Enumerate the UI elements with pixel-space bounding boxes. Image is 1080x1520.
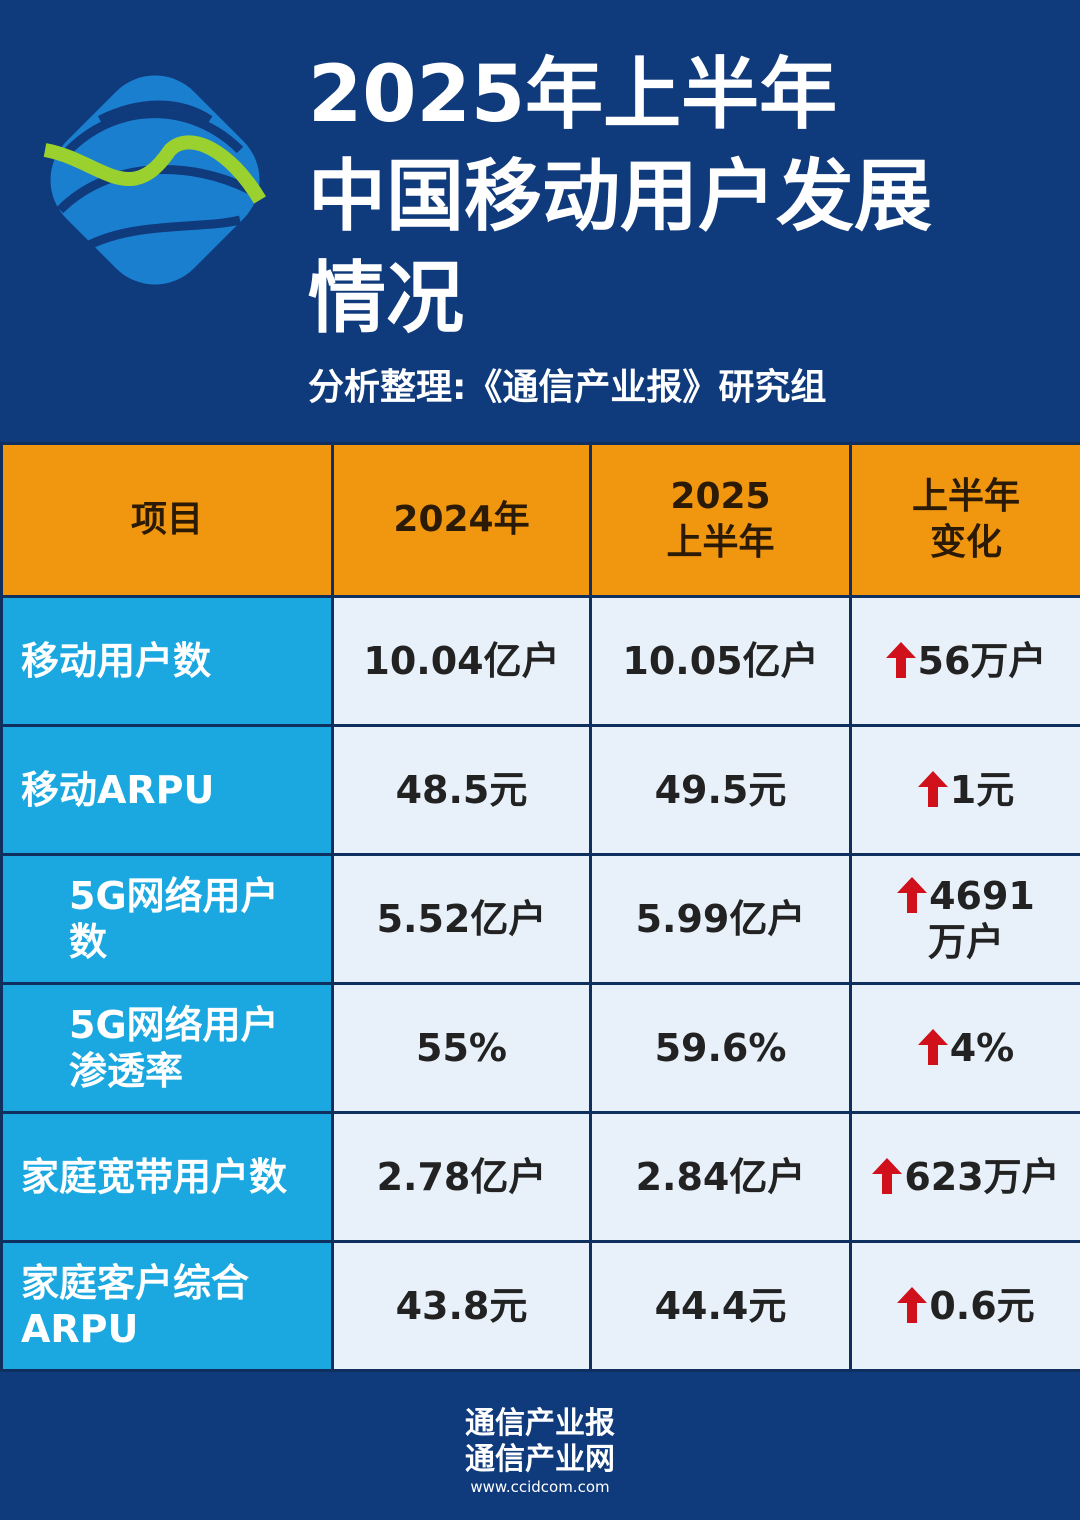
header: 2025年上半年 中国移动用户发展 情况 分析整理:《通信产业报》研究组 [0, 0, 1080, 442]
footer: 通信产业报 通信产业网 www.ccidcom.com [0, 1392, 1080, 1520]
footer-line: 通信产业报 [465, 1406, 615, 1441]
cell: 5.52亿户 [331, 853, 592, 985]
cell: 56万户 [849, 595, 1080, 727]
row-label: 移动ARPU [0, 724, 334, 856]
row-label: 家庭宽带用户数 [0, 1111, 334, 1243]
cell-text: 家庭客户综合ARPU [21, 1261, 250, 1351]
cell: 623万户 [849, 1111, 1080, 1243]
cell-text: 5.99亿户 [635, 897, 806, 941]
table-row: 家庭客户综合ARPU 43.8元 44.4元 0.6元 [0, 1240, 1080, 1372]
cell-text: 10.04亿户 [363, 639, 560, 683]
cell: 1元 [849, 724, 1080, 856]
cell-text: 4% [949, 1026, 1015, 1070]
cell-text: 623万户 [904, 1155, 1060, 1199]
cell-text: 5G网络用户渗透率 [69, 1003, 279, 1093]
cell-text: 4691 万户 [927, 874, 1035, 964]
cell: 43.8元 [331, 1240, 592, 1372]
up-arrow [872, 1158, 903, 1194]
column-header: 上半年 变化 [849, 442, 1080, 598]
footer-line: 通信产业网 [465, 1442, 615, 1477]
column-header: 项目 [0, 442, 334, 598]
cell: 5.99亿户 [589, 853, 852, 985]
cell-text: 移动用户数 [21, 639, 212, 683]
table-row: 移动ARPU 48.5元 49.5元 1元 [0, 724, 1080, 856]
data-table: 项目 2024年 2025 上半年 上半年 变化 移动用户数 10.04亿户 10.05亿… [0, 442, 1080, 1372]
cell-text: 44.4元 [654, 1284, 787, 1328]
cell: 55% [331, 982, 592, 1114]
cell-text: 家庭宽带用户数 [21, 1155, 288, 1199]
cell: 48.5元 [331, 724, 592, 856]
cell: 0.6元 [849, 1240, 1080, 1372]
up-arrow [885, 642, 916, 678]
footer-url: www.ccidcom.com [470, 1478, 610, 1496]
column-header: 2025 上半年 [589, 442, 852, 598]
cell: 44.4元 [589, 1240, 852, 1372]
cell-text: 48.5元 [395, 768, 528, 812]
header-row: 项目 2024年 2025 上半年 上半年 变化 [0, 442, 1080, 598]
cell-text: 56万户 [917, 639, 1047, 683]
table-row: 移动用户数 10.04亿户 10.05亿户 56万户 [0, 595, 1080, 727]
title: 2025年上半年 中国移动用户发展 情况 [308, 50, 933, 344]
table-row: 家庭宽带用户数 2.78亿户 2.84亿户 623万户 [0, 1111, 1080, 1243]
cell: 10.05亿户 [589, 595, 852, 727]
cell-text: 2.78亿户 [376, 1155, 547, 1199]
up-arrow [917, 771, 948, 807]
cell-text: 5.52亿户 [376, 897, 547, 941]
cell: 4% [849, 982, 1080, 1114]
row-label: 5G网络用户数 [0, 853, 334, 985]
table-row: 5G网络用户数 5.52亿户 5.99亿户 4691 万户 [0, 853, 1080, 985]
row-label: 移动用户数 [0, 595, 334, 727]
cell-text: 1元 [949, 768, 1015, 812]
row-label: 5G网络用户渗透率 [0, 982, 334, 1114]
row-label: 家庭客户综合ARPU [0, 1240, 334, 1372]
cell-text: 43.8元 [395, 1284, 528, 1328]
cell-text: 55% [416, 1026, 507, 1070]
cell-text: 2.84亿户 [635, 1155, 806, 1199]
cell-text: 49.5元 [654, 768, 787, 812]
cell: 59.6% [589, 982, 852, 1114]
subtitle: 分析整理:《通信产业报》研究组 [308, 367, 827, 408]
cell-text: 0.6元 [929, 1284, 1035, 1328]
cell: 49.5元 [589, 724, 852, 856]
up-arrow [897, 1287, 928, 1323]
cell-text: 移动ARPU [21, 768, 215, 812]
table-row: 5G网络用户渗透率 55% 59.6% 4% [0, 982, 1080, 1114]
cell: 10.04亿户 [331, 595, 592, 727]
logo [43, 75, 267, 285]
cell: 2.84亿户 [589, 1111, 852, 1243]
cell: 4691 万户 [849, 853, 1080, 985]
cell-text: 5G网络用户数 [69, 874, 279, 964]
cell-text: 10.05亿户 [622, 639, 819, 683]
column-header: 2024年 [331, 442, 592, 598]
cell: 2.78亿户 [331, 1111, 592, 1243]
up-arrow [917, 1029, 948, 1065]
up-arrow [897, 877, 928, 913]
cell-text: 59.6% [654, 1026, 787, 1070]
